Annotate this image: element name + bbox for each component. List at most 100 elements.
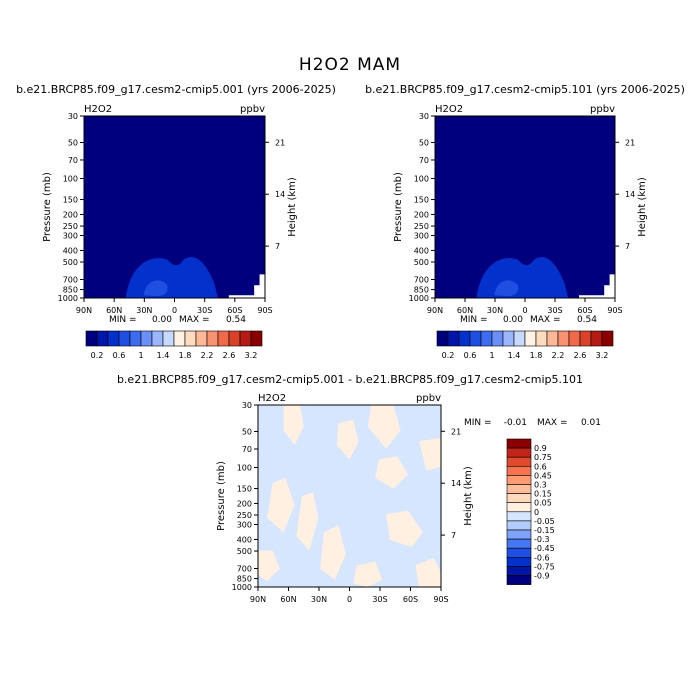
y-tick-label: 850 [414, 286, 429, 295]
min-value: 0.00 [503, 315, 523, 325]
colorbar: 0.90.750.60.450.30.150.050-0.05-0.15-0.3… [506, 438, 555, 585]
colorbar-swatch [250, 330, 263, 347]
colorbar-label: 0.6 [534, 462, 547, 471]
contour-fill-level-2 [494, 280, 519, 297]
y2-tick-label: 21 [275, 138, 285, 147]
y-tick-label: 850 [63, 286, 78, 295]
colorbar-swatch [506, 575, 532, 585]
max-value: 0.54 [577, 315, 597, 325]
max-label: MAX = [537, 418, 568, 428]
min-label: MIN = [460, 315, 488, 325]
colorbar-label: 0.9 [534, 444, 547, 453]
min-value: -0.01 [504, 418, 527, 428]
colorbar-swatch [96, 330, 109, 347]
y-tick-label: 300 [63, 232, 78, 241]
contour-fill-positive-7 [367, 405, 401, 449]
x-tick-label: 60S [403, 595, 418, 604]
contour-fill-positive-6 [336, 419, 359, 460]
y2-tick-label: 21 [451, 427, 461, 436]
colorbar-swatch [469, 330, 482, 347]
colorbar-label: 2.2 [201, 351, 214, 360]
x-tick-label: 60S [227, 306, 242, 315]
colorbar-swatch [140, 330, 153, 347]
colorbar-swatch [601, 330, 614, 347]
y-tick-label: 250 [63, 222, 78, 231]
y-tick-label: 300 [237, 521, 252, 530]
colorbar-label: 0.3 [534, 481, 547, 490]
colorbar-swatch [118, 330, 131, 347]
colorbar-label: 1.4 [157, 351, 170, 360]
y-tick-label: 100 [414, 174, 429, 183]
panel-title: b.e21.BRCP85.f09_g17.cesm2-cmip5.001 - b… [117, 373, 583, 386]
x-tick-label: 0 [522, 306, 527, 315]
x-tick-label: 30N [487, 306, 503, 315]
colorbar-swatch [506, 484, 532, 494]
max-label: MAX = [179, 315, 210, 325]
colorbar-swatch [568, 330, 581, 347]
x-tick-label: 60N [457, 306, 473, 315]
y-tick-label: 500 [414, 258, 429, 267]
colorbar-label: 3.2 [596, 351, 609, 360]
contour-fill-level-1b [535, 273, 558, 293]
y-tick-label: 30 [242, 401, 252, 410]
y2-axis-label: Height (km) [463, 466, 474, 526]
y-tick-label: 200 [63, 210, 78, 219]
colorbar-swatch [579, 330, 592, 347]
x-tick-label: 30N [136, 306, 152, 315]
y-tick-label: 700 [63, 275, 78, 284]
colorbar-swatch [506, 511, 532, 522]
colorbar-label: 1 [489, 351, 494, 360]
colorbar-swatch [228, 330, 241, 347]
colorbar-swatch [506, 520, 532, 531]
colorbar-swatch [506, 475, 532, 485]
colorbar-label: 0.45 [534, 471, 552, 480]
plot-area [258, 405, 441, 587]
colorbar-swatch [184, 330, 197, 347]
contour-fill-level-2 [143, 280, 168, 297]
max-value: 0.01 [581, 418, 601, 428]
y-tick-label: 1000 [58, 294, 78, 303]
contour-fill-positive-9 [386, 510, 423, 547]
x-tick-label: 90S [607, 306, 622, 315]
colorbar: 0.2 0.6 1 1.4 1.8 2.2 2.6 3.2 [85, 330, 263, 360]
colorbar-swatch [217, 330, 230, 347]
colorbar-label: 2.6 [223, 351, 236, 360]
field-label: H2O2 [258, 393, 286, 404]
colorbar-swatch [546, 330, 559, 347]
colorbar-label: -0.45 [534, 544, 555, 553]
contour-fill-positive-11 [415, 557, 441, 587]
y-tick-label: 150 [237, 485, 252, 494]
colorbar-swatch [506, 456, 532, 467]
y2-tick-label: 14 [625, 190, 635, 199]
y-tick-label: 250 [414, 222, 429, 231]
colorbar-swatch [107, 330, 120, 347]
min-label: MIN = [464, 418, 492, 428]
y-tick-label: 1000 [409, 294, 429, 303]
colorbar-swatch [447, 330, 460, 347]
x-tick-label: 30S [372, 595, 387, 604]
colorbar-swatch [162, 330, 175, 347]
y-tick-label: 700 [237, 564, 252, 573]
contour-fill-positive-10 [419, 437, 441, 471]
panel-top-left: b.e21.BRCP85.f09_g17.cesm2-cmip5.001 (yr… [16, 83, 336, 360]
contour-fill-positive-2 [267, 477, 295, 533]
colorbar-swatch [85, 330, 98, 347]
colorbar-swatch [506, 529, 532, 540]
colorbar-swatch [506, 493, 532, 504]
colorbar-swatch [524, 330, 537, 347]
colorbar-swatch [513, 330, 526, 347]
colorbar-label: 0.2 [91, 351, 104, 360]
x-tick-label: 90S [433, 595, 448, 604]
missing-data-mask [579, 274, 615, 298]
y-tick-label: 50 [68, 139, 78, 148]
x-tick-label: 30S [547, 306, 562, 315]
y-tick-label: 100 [63, 174, 78, 183]
colorbar-label: 1.8 [179, 351, 192, 360]
colorbar-label: 0.05 [534, 499, 552, 508]
y2-axis-label: Height (km) [287, 177, 298, 237]
colorbar-label: -0.6 [534, 553, 550, 562]
x-tick-label: 90N [76, 306, 92, 315]
y2-tick-label: 14 [275, 190, 285, 199]
colorbar-swatch [557, 330, 570, 347]
contour-fill-positive-8 [375, 456, 409, 489]
